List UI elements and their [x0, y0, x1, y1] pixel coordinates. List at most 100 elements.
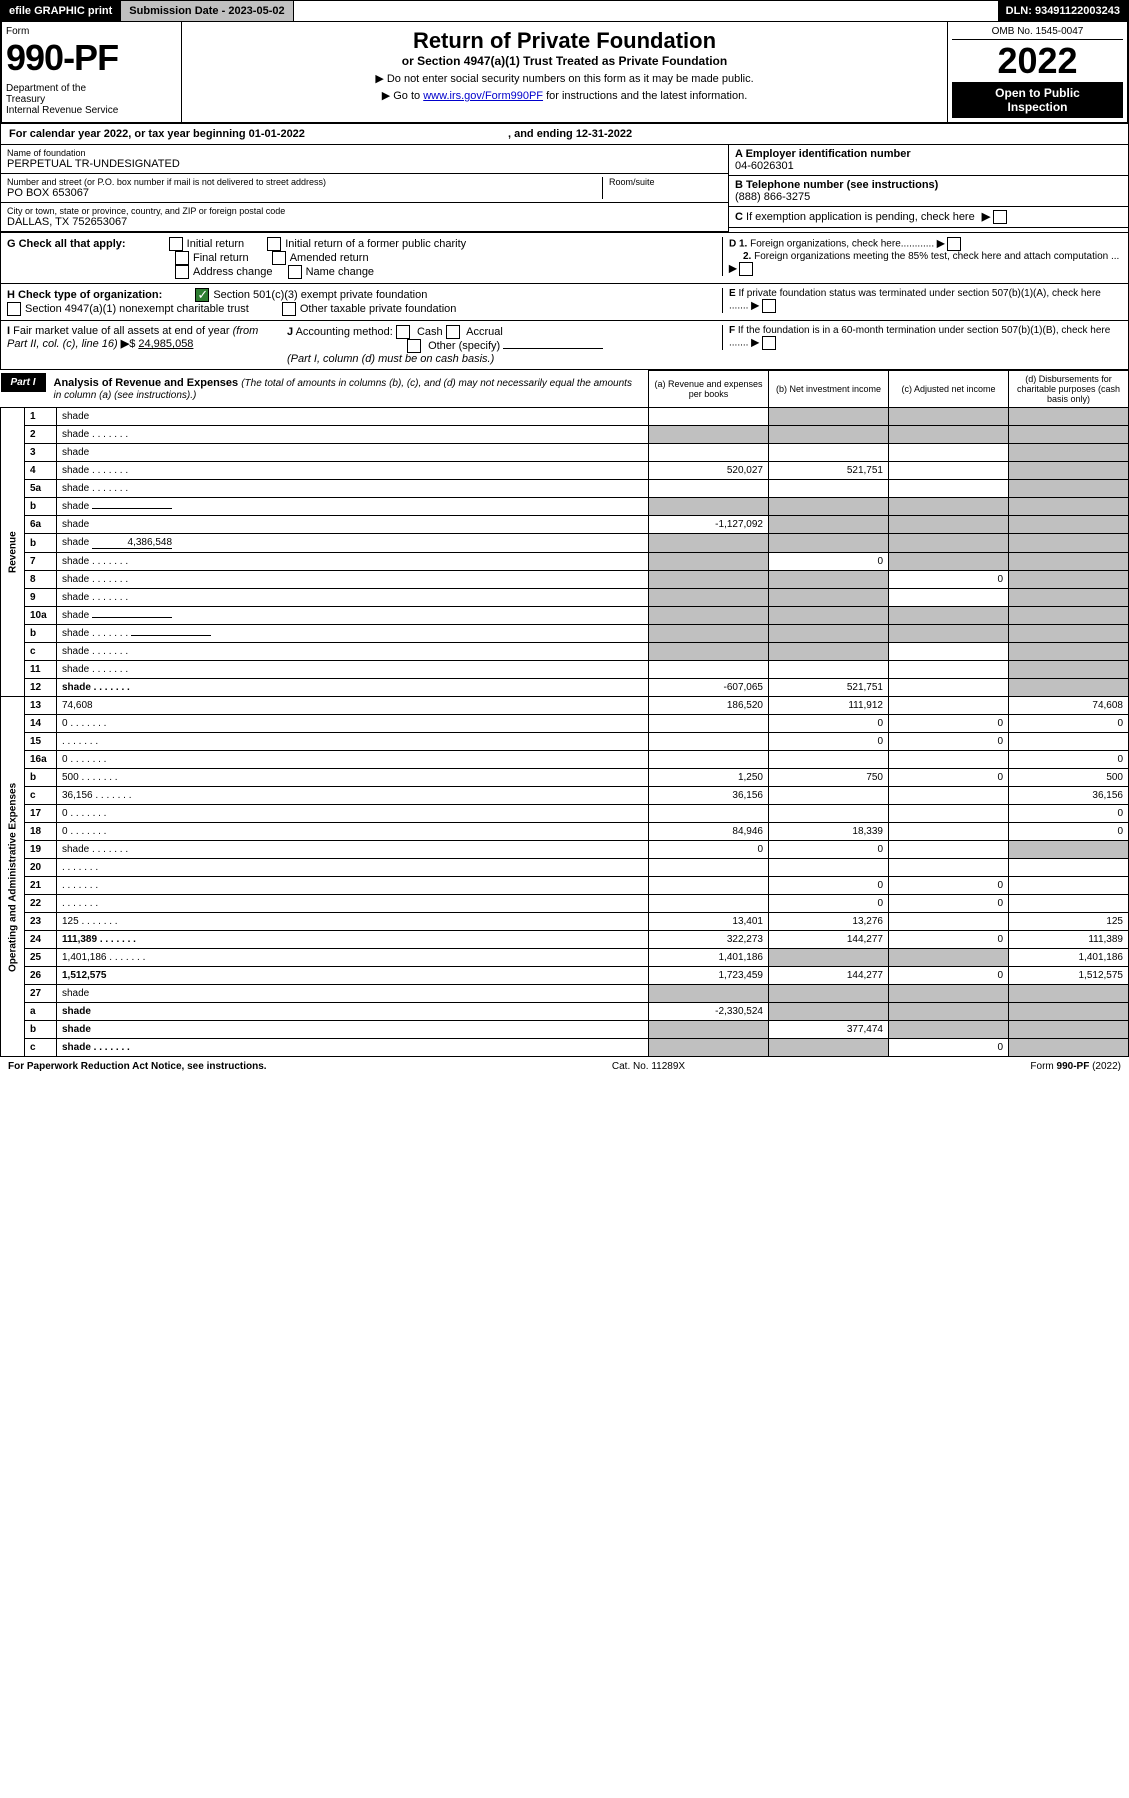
- tel-label: B Telephone number (see instructions): [735, 179, 938, 191]
- info-left: Name of foundation PERPETUAL TR-UNDESIGN…: [1, 145, 728, 232]
- checkbox-amended[interactable]: [272, 251, 286, 265]
- checkbox-e[interactable]: [762, 299, 776, 313]
- line-desc: shade . . . . . . .: [57, 625, 649, 643]
- checkbox-initial-former[interactable]: [267, 237, 281, 251]
- line-number: 5a: [25, 480, 57, 498]
- checkbox-501c3[interactable]: [195, 288, 209, 302]
- line-desc: shade: [57, 985, 649, 1003]
- opt-initial: Initial return: [187, 238, 244, 250]
- submission-date: Submission Date - 2023-05-02: [121, 1, 293, 21]
- opt-initial-former: Initial return of a former public charit…: [285, 238, 466, 250]
- opt-4947: Section 4947(a)(1) nonexempt charitable …: [25, 303, 249, 315]
- table-row: bshade377,474: [1, 1021, 1129, 1039]
- line-desc: . . . . . . .: [57, 859, 649, 877]
- line-desc: shade . . . . . . .: [57, 462, 649, 480]
- line-desc: shade: [57, 498, 649, 516]
- city-label: City or town, state or province, country…: [7, 206, 722, 216]
- line-number: 27: [25, 985, 57, 1003]
- part1-header-row: Part I Analysis of Revenue and Expenses …: [1, 371, 1129, 408]
- checkbox-accrual[interactable]: [446, 325, 460, 339]
- checkbox-cash[interactable]: [396, 325, 410, 339]
- line-desc: 1,512,575: [57, 967, 649, 985]
- c-text: If exemption application is pending, che…: [746, 211, 975, 223]
- line-number: 9: [25, 589, 57, 607]
- part1-table: Part I Analysis of Revenue and Expenses …: [0, 370, 1129, 1057]
- cal-text: For calendar year 2022, or tax year begi…: [9, 128, 305, 140]
- checkbox-other-tax[interactable]: [282, 302, 296, 316]
- e-text: If private foundation status was termina…: [729, 288, 1101, 312]
- line-desc: shade . . . . . . .: [57, 553, 649, 571]
- efile-print-button[interactable]: efile GRAPHIC print: [1, 1, 121, 21]
- line-desc: 0 . . . . . . .: [57, 715, 649, 733]
- opt-other-acct: Other (specify): [428, 340, 500, 352]
- checkbox-d1[interactable]: [947, 237, 961, 251]
- d1-text: Foreign organizations, check here.......…: [750, 239, 934, 250]
- table-row: 19shade . . . . . . .00: [1, 841, 1129, 859]
- line-number: 10a: [25, 607, 57, 625]
- opt-cash: Cash: [417, 326, 443, 338]
- table-row: bshade: [1, 498, 1129, 516]
- line-desc: 0 . . . . . . .: [57, 805, 649, 823]
- d-block: D 1. Foreign organizations, check here..…: [722, 237, 1122, 276]
- form-label: Form: [6, 26, 177, 37]
- table-row: 23125 . . . . . . .13,40113,276125: [1, 913, 1129, 931]
- opt-address: Address change: [193, 266, 273, 278]
- checkbox-address[interactable]: [175, 265, 189, 279]
- checkbox-f[interactable]: [762, 336, 776, 350]
- checkbox-c[interactable]: [993, 210, 1007, 224]
- table-row: cshade . . . . . . .: [1, 643, 1129, 661]
- table-row: ashade-2,330,524: [1, 1003, 1129, 1021]
- table-row: 9shade . . . . . . .: [1, 589, 1129, 607]
- checkbox-d2[interactable]: [739, 262, 753, 276]
- line-desc: shade . . . . . . .: [57, 426, 649, 444]
- line-desc: shade . . . . . . .: [57, 661, 649, 679]
- c-row: C If exemption application is pending, c…: [729, 207, 1128, 228]
- address: PO BOX 653067: [7, 187, 602, 199]
- city-row: City or town, state or province, country…: [1, 203, 728, 232]
- note-ssn: ▶ Do not enter social security numbers o…: [188, 72, 941, 85]
- header-middle: Return of Private Foundation or Section …: [182, 22, 947, 122]
- i-text: Fair market value of all assets at end o…: [7, 325, 258, 350]
- table-row: 251,401,186 . . . . . . .1,401,1861,401,…: [1, 949, 1129, 967]
- line-desc: 500 . . . . . . .: [57, 769, 649, 787]
- line-desc: shade . . . . . . .: [57, 589, 649, 607]
- j-label: Accounting method:: [296, 326, 393, 338]
- top-bar: efile GRAPHIC print Submission Date - 20…: [0, 0, 1129, 22]
- table-row: 3shade: [1, 444, 1129, 462]
- open-to-public: Open to PublicInspection: [952, 82, 1123, 118]
- table-row: 2shade . . . . . . .: [1, 426, 1129, 444]
- table-row: 21 . . . . . . .00: [1, 877, 1129, 895]
- form-subtitle: or Section 4947(a)(1) Trust Treated as P…: [188, 54, 941, 68]
- table-row: 27shade: [1, 985, 1129, 1003]
- col-d-header: (d) Disbursements for charitable purpose…: [1009, 371, 1129, 408]
- checkbox-other-acct[interactable]: [407, 339, 421, 353]
- f-block: F If the foundation is in a 60-month ter…: [722, 325, 1122, 350]
- header-left: Form 990-PF Department of theTreasuryInt…: [2, 22, 182, 122]
- table-row: 8shade . . . . . . .0: [1, 571, 1129, 589]
- room-label: Room/suite: [609, 177, 722, 187]
- fmv-value: 24,985,058: [138, 338, 193, 350]
- line-number: 6a: [25, 516, 57, 534]
- checkbox-4947[interactable]: [7, 302, 21, 316]
- line-number: 8: [25, 571, 57, 589]
- dln: DLN: 93491122003243: [998, 1, 1128, 21]
- table-row: 4shade . . . . . . .520,027521,751: [1, 462, 1129, 480]
- part1-title-text: Analysis of Revenue and Expenses: [54, 377, 239, 389]
- table-row: b500 . . . . . . .1,2507500500: [1, 769, 1129, 787]
- checkbox-initial[interactable]: [169, 237, 183, 251]
- line-number: 22: [25, 895, 57, 913]
- table-row: 261,512,5751,723,459144,27701,512,575: [1, 967, 1129, 985]
- ein-label: A Employer identification number: [735, 148, 911, 160]
- table-row: Operating and Administrative Expenses137…: [1, 697, 1129, 715]
- line-number: 1: [25, 408, 57, 426]
- dept-treasury: Department of theTreasuryInternal Revenu…: [6, 83, 177, 116]
- footer-right: Form 990-PF (2022): [1030, 1061, 1121, 1072]
- line-desc: 0 . . . . . . .: [57, 823, 649, 841]
- opt-amended: Amended return: [290, 252, 369, 264]
- line-number: 26: [25, 967, 57, 985]
- checkbox-final[interactable]: [175, 251, 189, 265]
- irs-link[interactable]: www.irs.gov/Form990PF: [423, 90, 543, 102]
- note2-pre: ▶ Go to: [382, 90, 423, 102]
- checkbox-name[interactable]: [288, 265, 302, 279]
- line-number: 17: [25, 805, 57, 823]
